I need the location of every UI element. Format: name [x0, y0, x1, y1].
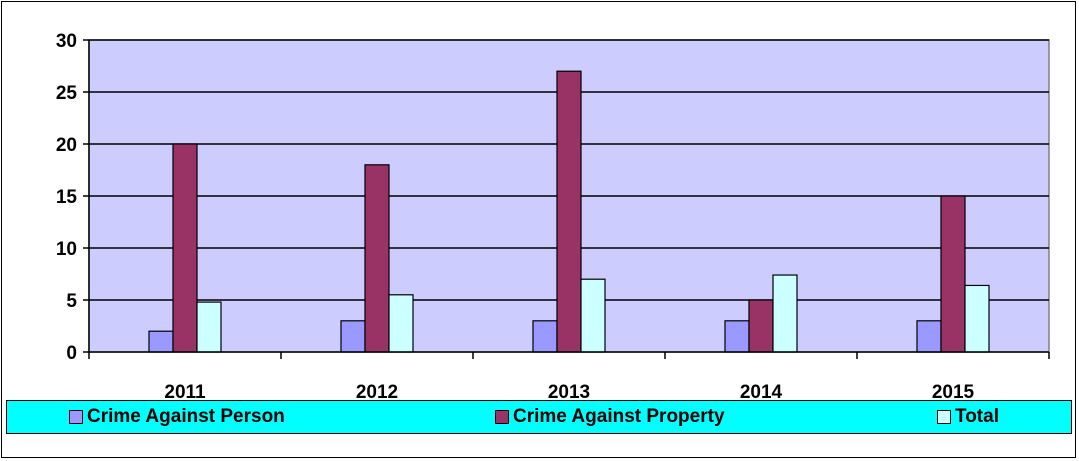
y-tick-label: 5	[66, 291, 77, 312]
bar-total-2015	[964, 284, 990, 353]
legend-label-total: Total	[955, 406, 999, 427]
bar-total-2012	[388, 294, 414, 353]
legend-label-property: Crime Against Property	[513, 406, 725, 427]
bar-crime-against-property-2012	[364, 164, 390, 353]
bar-crime-against-property-2015	[940, 195, 966, 353]
y-tick-label: 25	[56, 83, 78, 104]
bar-crime-against-person-2014	[724, 320, 750, 353]
x-tick-label: 2014	[740, 382, 783, 403]
y-tick-label: 30	[56, 31, 77, 52]
bar-crime-against-person-2015	[916, 320, 942, 353]
bar-total-2011	[196, 301, 222, 353]
bar-total-2013	[580, 278, 606, 353]
y-tick-label: 20	[56, 135, 77, 156]
x-tick-label: 2011	[164, 382, 206, 403]
y-tick-label: 10	[56, 239, 77, 260]
bar-total-2014	[772, 274, 798, 353]
x-tick-label: 2013	[548, 382, 590, 403]
y-tick-label: 15	[56, 187, 78, 208]
legend-swatch-total	[937, 410, 951, 424]
y-tick-label: 0	[66, 343, 77, 364]
x-axis-labels: 2011 2012 2013 2014 2015	[164, 382, 974, 403]
bar-crime-against-property-2011	[172, 143, 198, 353]
y-axis-labels: 0 5 10 15 20 25 30	[56, 31, 78, 364]
legend-item-total: Total	[937, 401, 999, 433]
bar-crime-against-person-2013	[532, 320, 558, 353]
legend-swatch-person	[69, 410, 83, 424]
bars	[148, 70, 990, 353]
bar-crime-against-property-2014	[748, 299, 774, 353]
legend-item-crime-against-person: Crime Against Person	[69, 401, 285, 433]
legend-item-crime-against-property: Crime Against Property	[495, 401, 725, 433]
x-tick-label: 2012	[356, 382, 398, 403]
legend-label-person: Crime Against Person	[87, 406, 285, 427]
legend-swatch-property	[495, 410, 509, 424]
bar-crime-against-property-2013	[556, 70, 582, 353]
legend: Crime Against Person Crime Against Prope…	[6, 400, 1072, 434]
x-tick-label: 2015	[932, 382, 975, 403]
bar-crime-against-person-2012	[340, 320, 366, 353]
axes	[83, 39, 1050, 359]
bar-crime-against-person-2011	[148, 330, 174, 353]
